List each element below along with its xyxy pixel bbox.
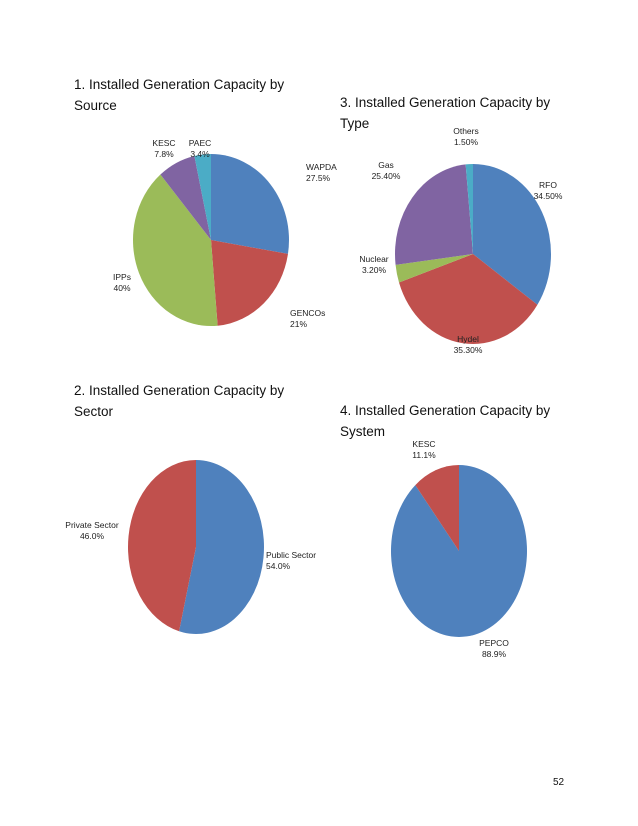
- pie-slice-paec: [194, 154, 211, 240]
- chart-3-title: 3. Installed Generation Capacity by Type: [340, 95, 551, 131]
- pie-slice-rfo: [473, 164, 551, 305]
- chart-3-type-pie: RFO 34.50% Hydel 35.30% Nuclear 3.20% Gas 25.40…: [359, 126, 563, 355]
- data-label-hydel: Hydel 35.30%: [454, 334, 483, 355]
- pie-slice-gas: [395, 164, 473, 265]
- page-number: 52: [553, 777, 565, 788]
- data-label-gencos: GENCOs 21%: [290, 308, 325, 329]
- chart-2-sector-pie: Public Sector 54.0% Private Sector 46.0%: [65, 460, 316, 634]
- data-label-kesc: KESC 7.8%: [152, 138, 175, 159]
- pie-slice-others: [465, 164, 473, 254]
- data-label-pepco: PEPCO 88.9%: [479, 638, 509, 659]
- data-label-public-sector: Public Sector 54.0%: [266, 550, 316, 571]
- data-label-private-sector: Private Sector 46.0%: [65, 520, 119, 541]
- chart-1-source-pie: WAPDA 27.5% GENCOs 21% IPPs 40% KESC 7.8% PAEC 3.…: [113, 138, 337, 329]
- chart-4-system-pie: PEPCO 88.9% KESC 11.1%: [391, 439, 527, 659]
- chart-4-title: 4. Installed Generation Capacity by Syst…: [340, 403, 551, 439]
- pie-slice-private-sector: [127, 460, 196, 632]
- pie-slice-gencos: [211, 240, 288, 326]
- pie-slice-wapda: [211, 154, 289, 254]
- pie-slice-ipps: [133, 174, 218, 326]
- data-label-nuclear: Nuclear 3.20%: [359, 254, 388, 275]
- pie-slice-kesc: [415, 465, 459, 551]
- data-label-ipps: IPPs 40%: [113, 272, 131, 293]
- data-label-kesc: KESC 11.1%: [412, 439, 436, 460]
- data-label-rfo: RFO 34.50%: [534, 180, 563, 201]
- pie-slice-kesc: [160, 155, 211, 240]
- data-label-others: Others 1.50%: [453, 126, 479, 147]
- pie-slice-nuclear: [395, 254, 473, 283]
- chart-2-title: 2. Installed Generation Capacity by Sect…: [74, 383, 285, 419]
- chart-1-title: 1. Installed Generation Capacity by Sour…: [74, 77, 285, 113]
- pie-slice-public-sector: [179, 460, 264, 634]
- data-label-wapda: WAPDA 27.5%: [306, 162, 337, 183]
- data-label-gas: Gas 25.40%: [372, 160, 401, 181]
- pie-slice-hydel: [399, 254, 538, 344]
- data-label-paec: PAEC 3.4%: [189, 138, 212, 159]
